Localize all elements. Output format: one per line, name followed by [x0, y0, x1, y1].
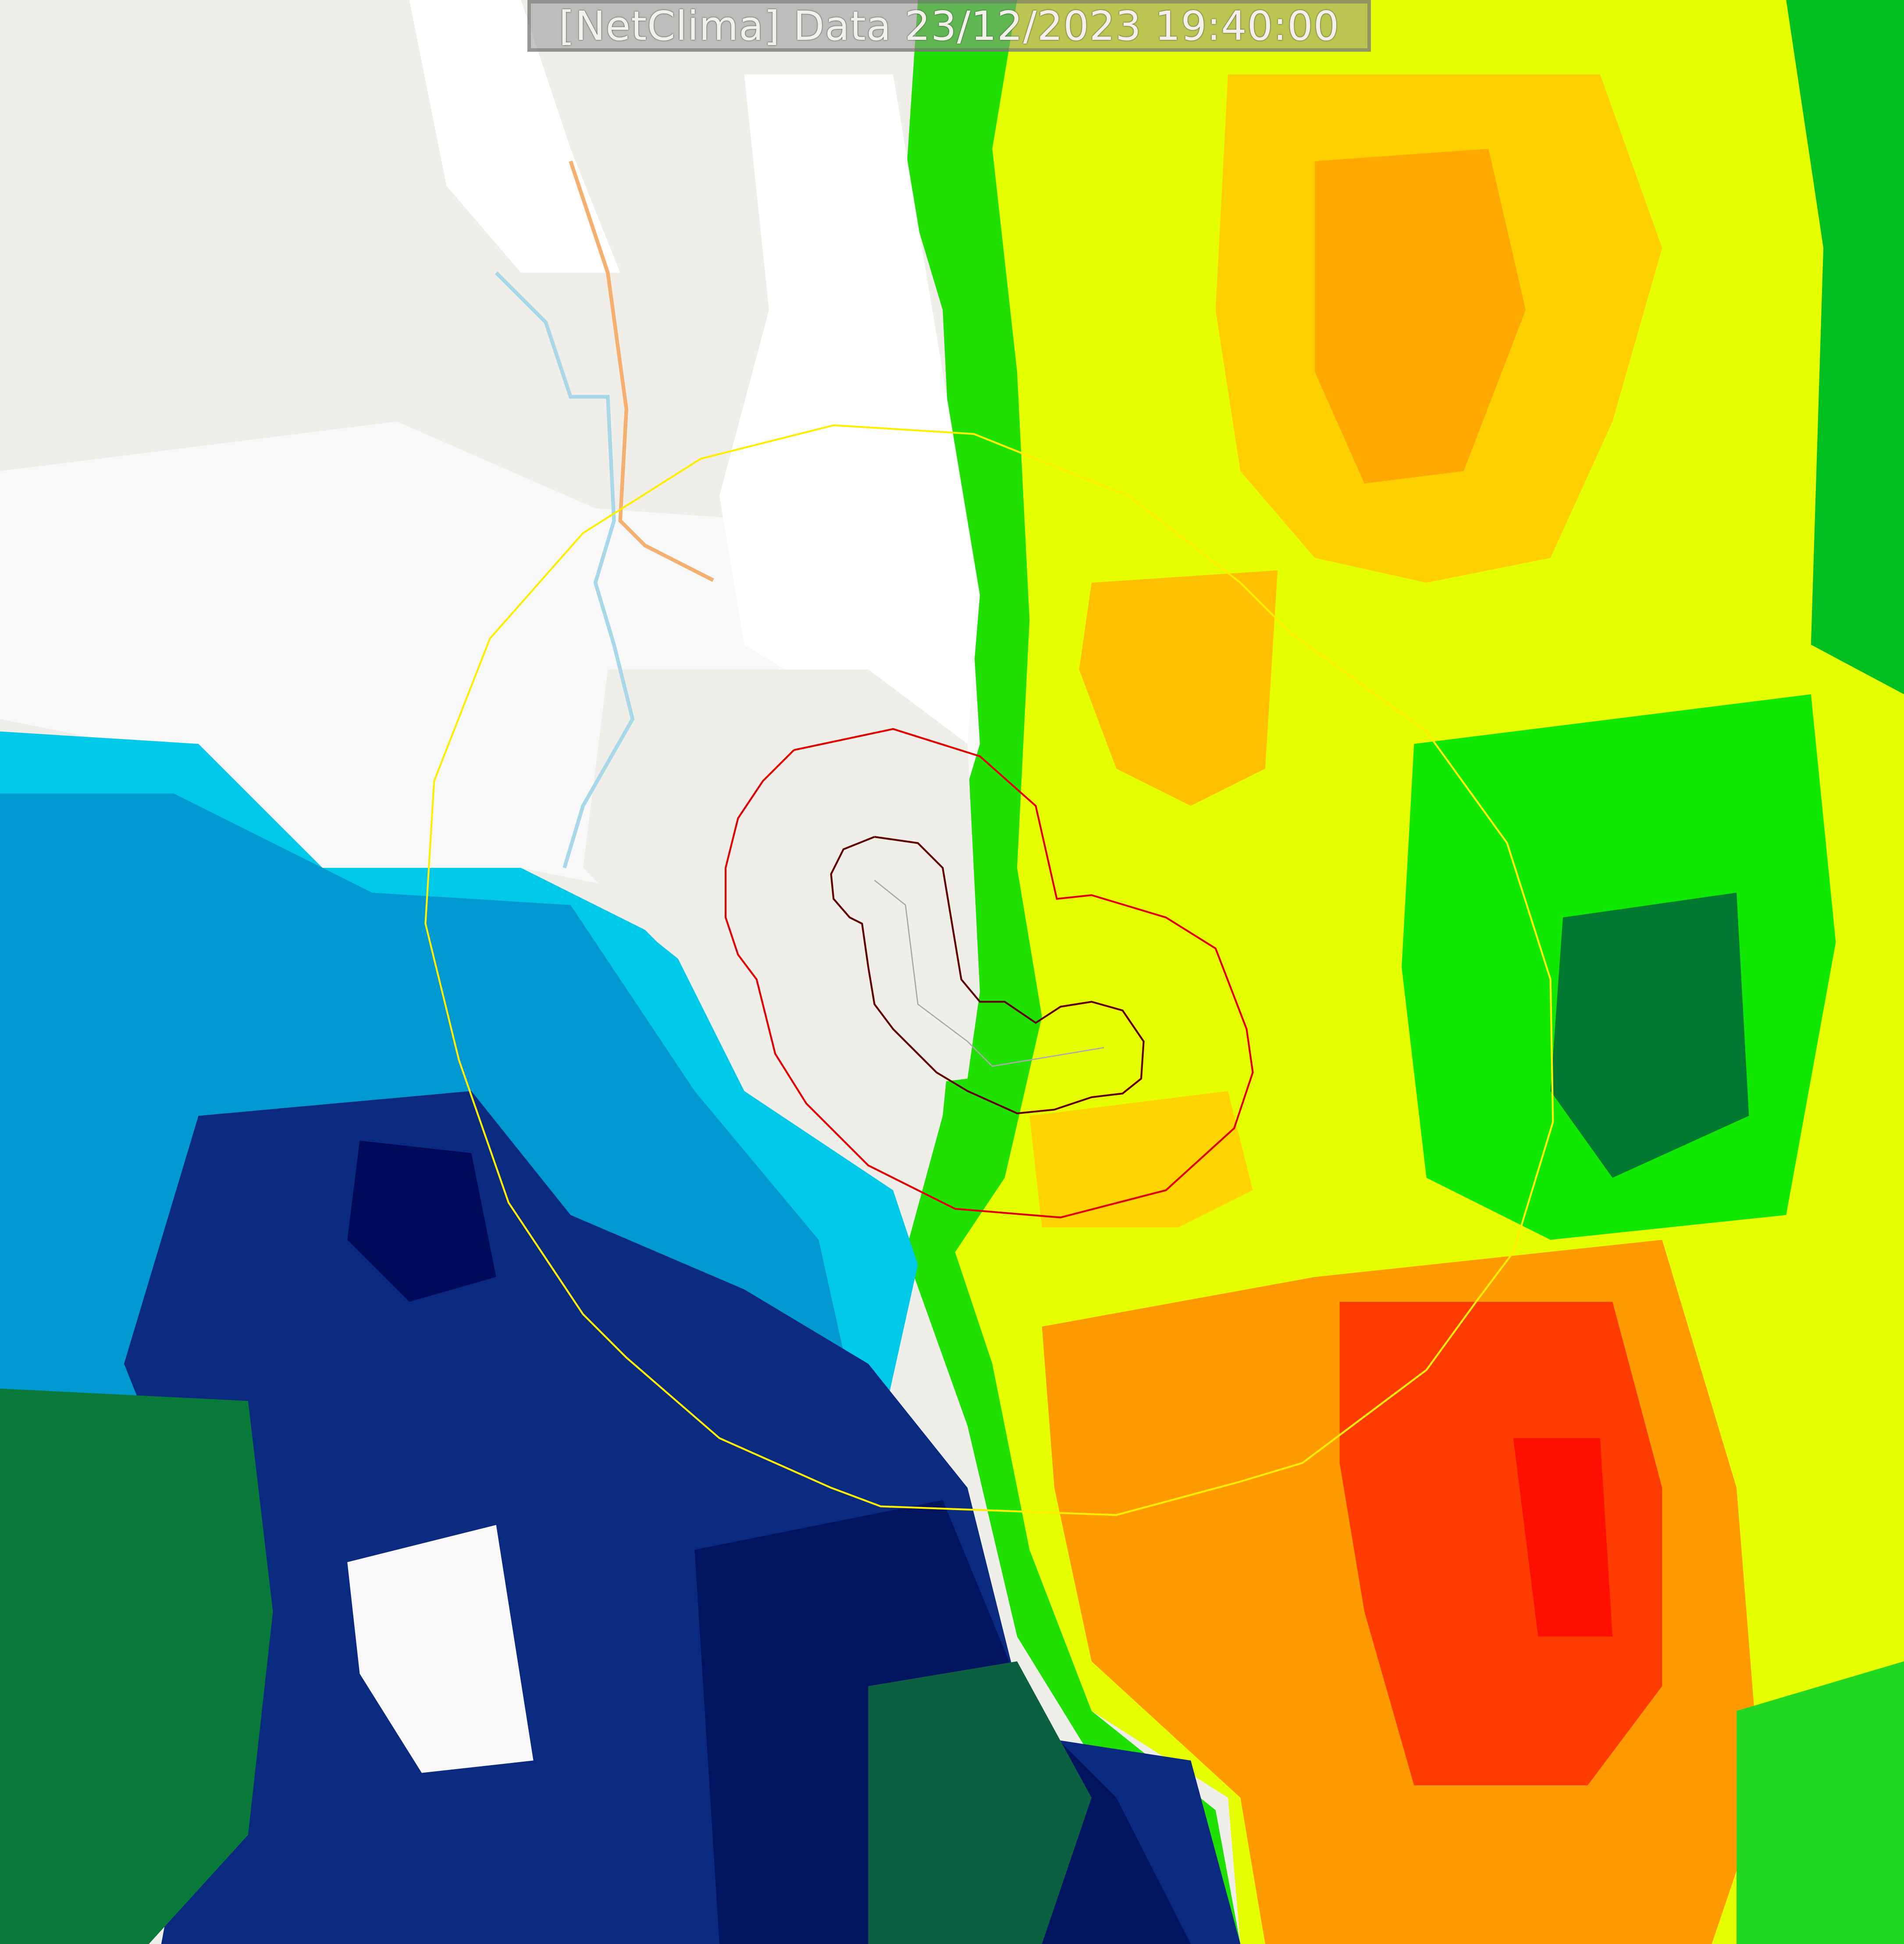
- radar-darkgreen-south: [868, 1661, 1092, 1944]
- highway: [569, 160, 714, 582]
- precip-red-max: [1513, 1438, 1613, 1637]
- precip-green-southeast: [1737, 1661, 1904, 1944]
- precip-green-band: [905, 0, 1241, 1944]
- timestamp-banner: [NetClima] Data 23/12/2023 19:40:00: [527, 0, 1371, 52]
- precip-green-far-east: [1786, 0, 1904, 694]
- precip-gold-center: [1079, 570, 1278, 806]
- cloud-white-east: [719, 74, 980, 744]
- road: [874, 880, 1104, 1067]
- precip-darkgreen-east: [1550, 892, 1749, 1178]
- range-ring-outer: [424, 424, 1554, 1516]
- radar-dark-navy-core: [347, 1141, 496, 1302]
- river: [495, 271, 635, 869]
- land-coastal-strip: [583, 669, 980, 1091]
- timestamp-title: [NetClima] Data 23/12/2023 19:40:00: [559, 2, 1340, 50]
- precip-orange-north: [1315, 149, 1526, 484]
- radar-darkgreen-southwest: [0, 1388, 273, 1944]
- precip-red-core: [1339, 1301, 1662, 1785]
- precip-gold-south: [1029, 1091, 1253, 1228]
- range-ring-inner: [830, 836, 1145, 1115]
- range-ring-middle: [725, 728, 1254, 1219]
- cloud-white-north: [409, 0, 620, 273]
- cloud-white-southwest: [347, 1525, 534, 1773]
